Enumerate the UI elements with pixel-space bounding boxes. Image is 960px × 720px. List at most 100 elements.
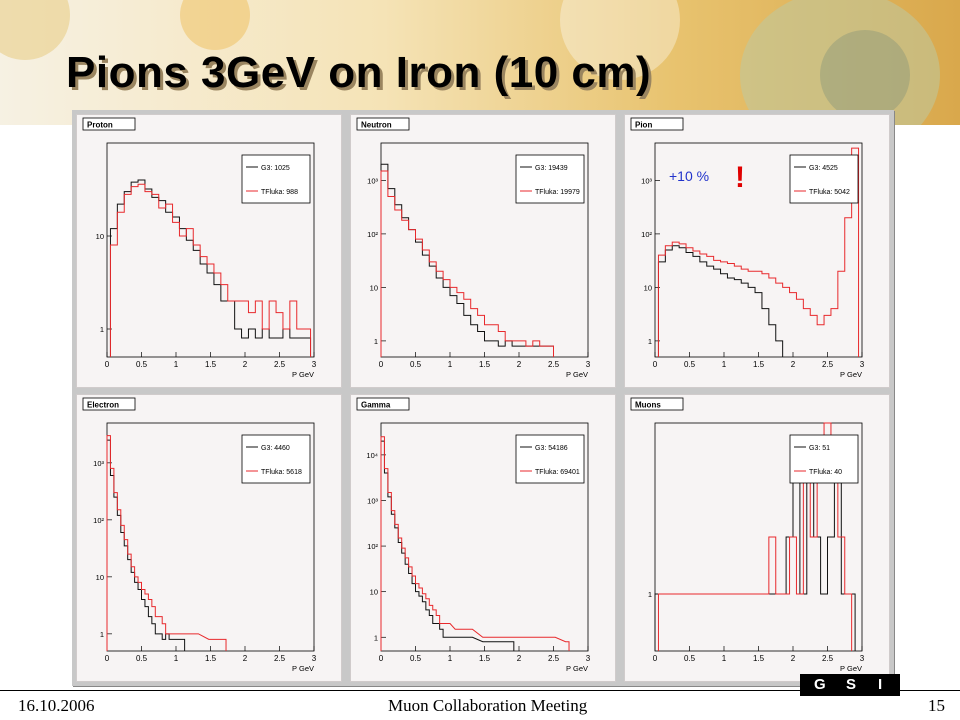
y-tick-label: 1 (100, 630, 104, 639)
x-tick-label: 3 (860, 654, 865, 663)
x-axis-label: P GeV (566, 664, 588, 673)
legend-box (789, 434, 859, 484)
exclaim-mark: ! (735, 161, 745, 194)
y-tick-label: 10 (96, 573, 104, 582)
x-axis-label: P GeV (292, 370, 314, 379)
series-g3 (657, 245, 784, 357)
legend-entry: G3: 4460 (261, 445, 290, 452)
x-axis-label: P GeV (566, 370, 588, 379)
series-g3 (380, 440, 515, 651)
pad-pion: Pion 0 0.5 1 1.5 2 2.5 3 P GeV 1 10 10² 10³ G3: 4525 T… (624, 114, 890, 388)
x-tick-label: 3 (586, 654, 591, 663)
x-tick-label: 0.5 (410, 360, 422, 369)
y-tick-label: 1 (100, 325, 104, 334)
pad-title-box (82, 117, 136, 131)
legend-entry: G3: 51 (809, 445, 830, 452)
legend-entry: TFluka: 5042 (809, 189, 850, 196)
pad-title: Gamma (361, 401, 391, 410)
pad-title-box (82, 397, 136, 411)
x-tick-label: 1.5 (479, 654, 491, 663)
pad-proton: Proton 0 0.5 1 1.5 2 2.5 3 P GeV 1 10 G3: 1025 TFluk… (76, 114, 342, 388)
y-tick-label: 10⁴ (366, 451, 378, 460)
x-tick-label: 0.5 (684, 654, 696, 663)
x-tick-label: 2 (517, 360, 522, 369)
y-tick-label: 10 (96, 232, 104, 241)
series-tfluka (657, 147, 860, 357)
legend-entry: G3: 1025 (261, 165, 290, 172)
x-tick-label: 0.5 (410, 654, 422, 663)
legend-box (241, 154, 311, 204)
annotation-text: +10 % (669, 168, 709, 184)
series-g3 (106, 439, 186, 651)
series-tfluka (109, 183, 312, 357)
y-tick-label: 1 (648, 590, 652, 599)
y-tick-label: 10² (367, 230, 378, 239)
series-g3 (654, 479, 856, 651)
y-tick-label: 10² (93, 516, 104, 525)
y-tick-label: 1 (648, 337, 652, 346)
series-tfluka (380, 436, 570, 651)
legend-box (241, 434, 311, 484)
pad-title-box (356, 397, 410, 411)
page-number: 15 (928, 696, 945, 715)
x-tick-label: 1.5 (753, 360, 765, 369)
x-tick-label: 0.5 (136, 654, 148, 663)
y-tick-label: 10 (370, 588, 378, 597)
legend-entry: TFluka: 5618 (261, 469, 302, 476)
legend-entry: TFluka: 988 (261, 189, 298, 196)
x-tick-label: 1 (722, 654, 727, 663)
series-g3 (380, 163, 554, 357)
pad-gamma: Gamma 0 0.5 1 1.5 2 2.5 3 P GeV 1 10 10² 10³ 10⁴ G3: 5… (350, 394, 616, 682)
footer-divider (0, 690, 960, 691)
x-axis-label: P GeV (840, 664, 862, 673)
x-tick-label: 2 (243, 360, 248, 369)
x-tick-label: 2 (243, 654, 248, 663)
x-tick-label: 2.5 (274, 654, 286, 663)
y-tick-label: 1 (374, 633, 378, 642)
pad-title: Pion (635, 121, 652, 130)
x-tick-label: 2.5 (822, 360, 834, 369)
x-tick-label: 1.5 (205, 654, 217, 663)
x-tick-label: 0.5 (136, 360, 148, 369)
y-tick-label: 10 (644, 283, 652, 292)
y-tick-label: 10³ (367, 176, 378, 185)
y-tick-label: 10² (367, 542, 378, 551)
x-tick-label: 2.5 (822, 654, 834, 663)
series-tfluka (380, 170, 554, 357)
x-tick-label: 1.5 (479, 360, 491, 369)
y-tick-label: 10³ (367, 496, 378, 505)
pad-title-box (630, 117, 684, 131)
x-tick-label: 0 (105, 360, 110, 369)
x-tick-label: 2 (791, 654, 796, 663)
x-tick-label: 0 (379, 360, 384, 369)
legend-entry: TFluka: 69401 (535, 469, 580, 476)
x-tick-label: 0 (379, 654, 384, 663)
x-tick-label: 1 (448, 654, 453, 663)
footer-meeting: Muon Collaboration Meeting (388, 696, 588, 715)
slide-title: Pions 3GeV on Iron (10 cm) (66, 48, 652, 97)
pad-title: Neutron (361, 121, 392, 130)
pad-neutron: Neutron 0 0.5 1 1.5 2 2.5 3 P GeV 1 10 10² 10³ G3: 19… (350, 114, 616, 388)
legend-entry: G3: 19439 (535, 165, 568, 172)
x-tick-label: 2 (791, 360, 796, 369)
x-axis-label: P GeV (840, 370, 862, 379)
legend-box (515, 434, 585, 484)
x-tick-label: 0 (653, 654, 658, 663)
y-tick-label: 10³ (641, 176, 652, 185)
x-tick-label: 1 (174, 360, 179, 369)
pad-title-box (356, 117, 410, 131)
x-tick-label: 2 (517, 654, 522, 663)
x-tick-label: 3 (312, 654, 317, 663)
x-tick-label: 0 (653, 360, 658, 369)
x-tick-label: 0.5 (684, 360, 696, 369)
x-tick-label: 1.5 (753, 654, 765, 663)
x-tick-label: 2.5 (274, 360, 286, 369)
x-tick-label: 1 (174, 654, 179, 663)
x-tick-label: 0 (105, 654, 110, 663)
x-tick-label: 3 (312, 360, 317, 369)
pad-electron: Electron 0 0.5 1 1.5 2 2.5 3 P GeV 1 10 10² 10³ G3: 4… (76, 394, 342, 682)
pad-muons: Muons 0 0.5 1 1.5 2 2.5 3 P GeV 1 G3: 51 TFluka: 40 (624, 394, 890, 682)
x-tick-label: 3 (860, 360, 865, 369)
y-tick-label: 10² (641, 230, 652, 239)
